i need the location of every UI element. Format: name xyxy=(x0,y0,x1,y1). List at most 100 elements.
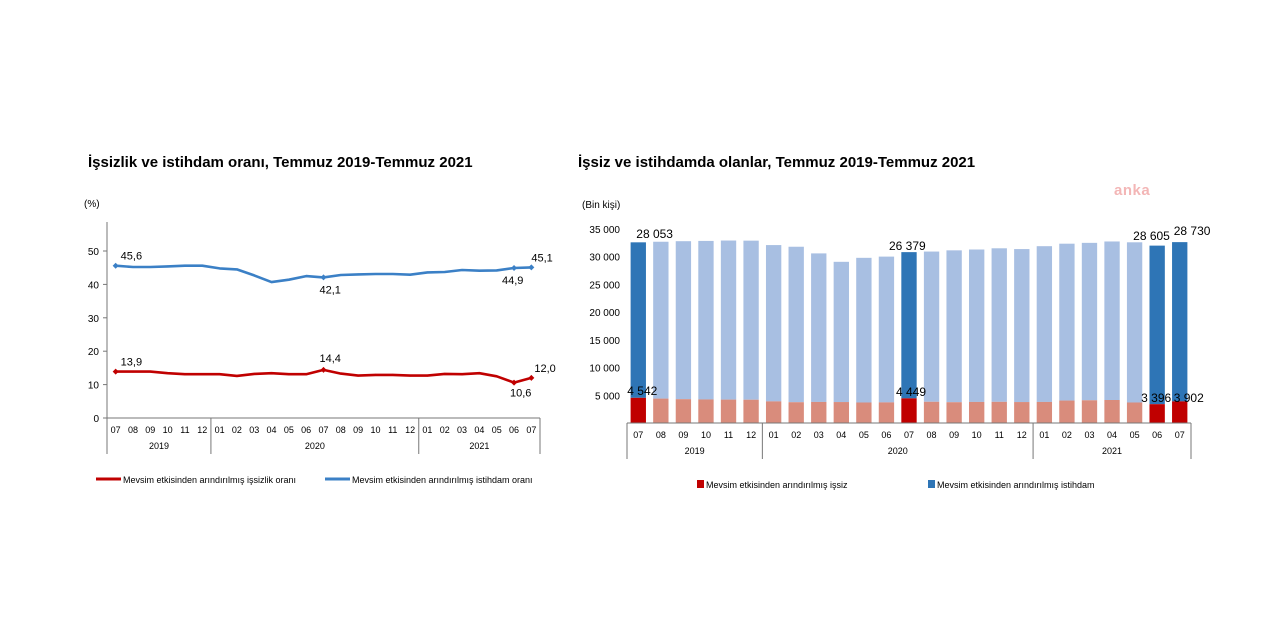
y-tick-label: 20 000 xyxy=(589,308,620,319)
x-tick-label-month: 07 xyxy=(526,425,536,435)
data-point xyxy=(461,373,464,376)
data-label: 10,6 xyxy=(510,388,531,400)
bar-employment xyxy=(653,241,669,399)
bar-employment xyxy=(923,251,940,402)
bar-employment xyxy=(1172,242,1188,402)
data-marker xyxy=(320,366,327,373)
x-tick-label-month: 10 xyxy=(701,430,711,440)
data-point xyxy=(235,268,238,271)
legend-swatch-employment xyxy=(928,480,935,488)
data-point xyxy=(305,373,308,376)
y-tick-label: 40 xyxy=(88,280,100,291)
bar-employment xyxy=(901,252,917,399)
bar-unemployed xyxy=(653,398,669,423)
x-tick-label-month: 08 xyxy=(128,425,138,435)
data-point xyxy=(391,273,394,276)
data-point xyxy=(409,273,412,276)
x-tick-label-month: 08 xyxy=(927,430,937,440)
x-tick-label-month: 10 xyxy=(370,425,380,435)
bar-unemployed xyxy=(720,399,737,423)
bar-employment xyxy=(1014,249,1030,403)
x-tick-label-month: 02 xyxy=(232,425,242,435)
y-tick-label: 0 xyxy=(93,414,99,425)
data-point xyxy=(287,278,290,281)
data-point xyxy=(391,373,394,376)
bar-employment xyxy=(1149,245,1165,405)
bar-unemployed xyxy=(969,401,985,423)
y-tick-label: 50 xyxy=(88,247,100,258)
bar-employment xyxy=(969,249,985,402)
data-point xyxy=(495,269,498,272)
x-tick-label-month: 11 xyxy=(180,425,189,435)
data-label-unemployed: 4 542 xyxy=(627,384,657,398)
data-label-employment: 28 730 xyxy=(1174,224,1211,238)
data-point xyxy=(478,372,481,375)
legend-label: Mevsim etkisinden arındırılmış istihdam … xyxy=(352,475,533,485)
x-tick-label-month: 05 xyxy=(1130,430,1140,440)
bar-employment xyxy=(720,240,737,400)
data-point xyxy=(357,374,360,377)
x-tick-label-month: 12 xyxy=(405,425,415,435)
data-point xyxy=(253,274,256,277)
data-label: 45,6 xyxy=(121,251,142,263)
x-tick-label-year: 2019 xyxy=(685,446,705,456)
data-point xyxy=(131,370,134,373)
x-tick-label-month: 06 xyxy=(301,425,311,435)
x-tick-label-month: 01 xyxy=(422,425,432,435)
y-tick-label: 30 xyxy=(88,314,100,325)
data-label: 13,9 xyxy=(121,357,142,369)
y-tick-label: 5 000 xyxy=(595,391,620,402)
y-tick-label: 30 000 xyxy=(589,253,620,264)
bar-unemployed xyxy=(675,399,692,423)
x-tick-label-year: 2020 xyxy=(888,446,908,456)
data-label-employment: 26 379 xyxy=(889,239,926,253)
x-tick-label-month: 07 xyxy=(318,425,328,435)
bar-unemployed xyxy=(1172,401,1188,423)
x-tick-label-month: 07 xyxy=(111,425,121,435)
bar-unemployed xyxy=(1081,400,1098,423)
y-axis-unit-label: (Bin kişi) xyxy=(582,200,620,211)
x-tick-label-month: 09 xyxy=(678,430,688,440)
bar-unemployed xyxy=(923,401,940,423)
x-tick-label-month: 12 xyxy=(746,430,756,440)
x-tick-label-year: 2021 xyxy=(1102,446,1122,456)
legend-label: Mevsim etkisinden arındırılmış işsizlik … xyxy=(123,475,296,485)
x-tick-label-month: 02 xyxy=(791,430,801,440)
data-label: 45,1 xyxy=(531,252,552,264)
legend-label: Mevsim etkisinden arındırılmış istihdam xyxy=(937,480,1095,490)
data-point xyxy=(374,373,377,376)
watermark-logo: anka xyxy=(1114,182,1151,199)
data-point xyxy=(443,271,446,274)
data-marker xyxy=(112,368,119,375)
x-tick-label-month: 11 xyxy=(995,430,1004,440)
x-tick-label-month: 04 xyxy=(267,425,277,435)
y-tick-label: 15 000 xyxy=(589,336,620,347)
data-point xyxy=(374,273,377,276)
bar-employment xyxy=(856,257,872,403)
bar-employment xyxy=(788,246,804,403)
bar-employment xyxy=(833,261,849,403)
data-point xyxy=(287,373,290,376)
bar-unemployed xyxy=(1014,402,1030,423)
x-tick-label-month: 08 xyxy=(656,430,666,440)
x-tick-label-month: 04 xyxy=(474,425,484,435)
data-point xyxy=(166,372,169,375)
data-marker xyxy=(112,262,119,269)
bar-employment xyxy=(991,248,1007,402)
x-tick-label-month: 01 xyxy=(215,425,225,435)
data-label: 42,1 xyxy=(320,284,341,296)
data-marker xyxy=(511,379,518,386)
bar-employment xyxy=(1059,243,1075,401)
y-tick-label: 10 000 xyxy=(589,364,620,375)
bar-unemployed xyxy=(788,402,804,423)
x-tick-label-month: 10 xyxy=(163,425,173,435)
x-tick-label-month: 09 xyxy=(949,430,959,440)
bar-unemployed xyxy=(856,402,872,423)
bar-unemployed xyxy=(1104,399,1120,423)
data-point xyxy=(183,373,186,376)
x-tick-label-month: 11 xyxy=(724,430,733,440)
bar-employment xyxy=(878,256,895,403)
data-point xyxy=(339,274,342,277)
